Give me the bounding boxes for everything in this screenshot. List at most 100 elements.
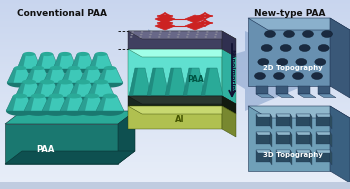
Polygon shape (5, 111, 135, 124)
Bar (0, 91, 350, 92)
Bar (0, 134, 350, 135)
Bar (0, 65, 350, 66)
Bar (0, 73, 350, 74)
Bar (0, 168, 350, 169)
Bar (0, 150, 350, 151)
Polygon shape (298, 86, 310, 94)
Polygon shape (87, 82, 115, 97)
Bar (0, 156, 350, 157)
Polygon shape (13, 94, 27, 98)
Polygon shape (185, 15, 205, 23)
Ellipse shape (284, 30, 294, 37)
Polygon shape (129, 68, 151, 96)
Bar (0, 113, 350, 114)
Polygon shape (147, 68, 169, 96)
Bar (0, 67, 350, 68)
Polygon shape (276, 150, 292, 153)
Bar (0, 175, 350, 176)
Bar (0, 37, 350, 38)
Bar (0, 13, 350, 14)
Polygon shape (147, 68, 156, 96)
Polygon shape (296, 150, 312, 153)
Polygon shape (24, 96, 52, 111)
Bar (0, 58, 350, 59)
Bar (0, 157, 350, 158)
Polygon shape (79, 68, 105, 83)
Bar (0, 68, 350, 69)
Bar (0, 71, 350, 72)
Polygon shape (183, 68, 192, 96)
Polygon shape (85, 94, 99, 98)
Bar (0, 161, 350, 162)
Polygon shape (5, 151, 135, 164)
Polygon shape (76, 80, 90, 84)
Polygon shape (129, 68, 138, 96)
Bar (0, 50, 350, 51)
Bar (0, 155, 350, 156)
Bar (0, 182, 350, 183)
Polygon shape (23, 52, 35, 56)
Bar (0, 72, 350, 73)
Polygon shape (296, 132, 312, 135)
Polygon shape (318, 94, 336, 98)
Polygon shape (25, 68, 51, 83)
Bar (0, 32, 350, 33)
Polygon shape (69, 82, 97, 97)
Bar (0, 181, 350, 182)
Ellipse shape (214, 36, 216, 38)
Polygon shape (222, 106, 236, 137)
Ellipse shape (169, 31, 171, 33)
Ellipse shape (216, 31, 218, 33)
Polygon shape (96, 96, 106, 111)
Bar (0, 116, 350, 117)
Polygon shape (60, 96, 88, 111)
Polygon shape (7, 68, 17, 83)
Bar (0, 106, 350, 107)
Polygon shape (42, 96, 70, 111)
Bar (0, 112, 350, 113)
Polygon shape (15, 92, 43, 102)
Polygon shape (296, 114, 312, 117)
Polygon shape (165, 68, 174, 96)
Bar (0, 185, 350, 186)
Bar (0, 176, 350, 177)
Bar (0, 82, 350, 83)
Bar (0, 41, 350, 42)
Polygon shape (296, 150, 310, 162)
Polygon shape (42, 106, 70, 116)
Polygon shape (201, 68, 210, 96)
Bar (0, 169, 350, 170)
Polygon shape (32, 66, 44, 70)
Polygon shape (53, 54, 62, 69)
Polygon shape (31, 94, 45, 98)
Bar (0, 20, 350, 21)
Bar (0, 54, 350, 55)
Bar (0, 133, 350, 134)
Polygon shape (97, 68, 107, 83)
Polygon shape (256, 94, 274, 98)
Polygon shape (78, 106, 106, 116)
Bar (0, 135, 350, 136)
Bar (0, 11, 350, 12)
Polygon shape (22, 80, 36, 84)
Polygon shape (97, 68, 123, 83)
Ellipse shape (141, 31, 143, 33)
Bar (0, 81, 350, 82)
Bar (0, 5, 350, 6)
Polygon shape (33, 92, 61, 102)
Bar (0, 10, 350, 11)
Polygon shape (256, 132, 270, 144)
Polygon shape (256, 114, 270, 126)
Bar (0, 104, 350, 105)
Bar (0, 117, 350, 118)
Bar (0, 139, 350, 140)
Polygon shape (58, 80, 72, 84)
Bar (0, 105, 350, 106)
Bar (0, 24, 350, 25)
Polygon shape (248, 18, 330, 86)
Polygon shape (61, 68, 71, 83)
Bar (0, 39, 350, 40)
Polygon shape (248, 18, 350, 30)
Polygon shape (276, 132, 290, 144)
Ellipse shape (159, 34, 161, 35)
